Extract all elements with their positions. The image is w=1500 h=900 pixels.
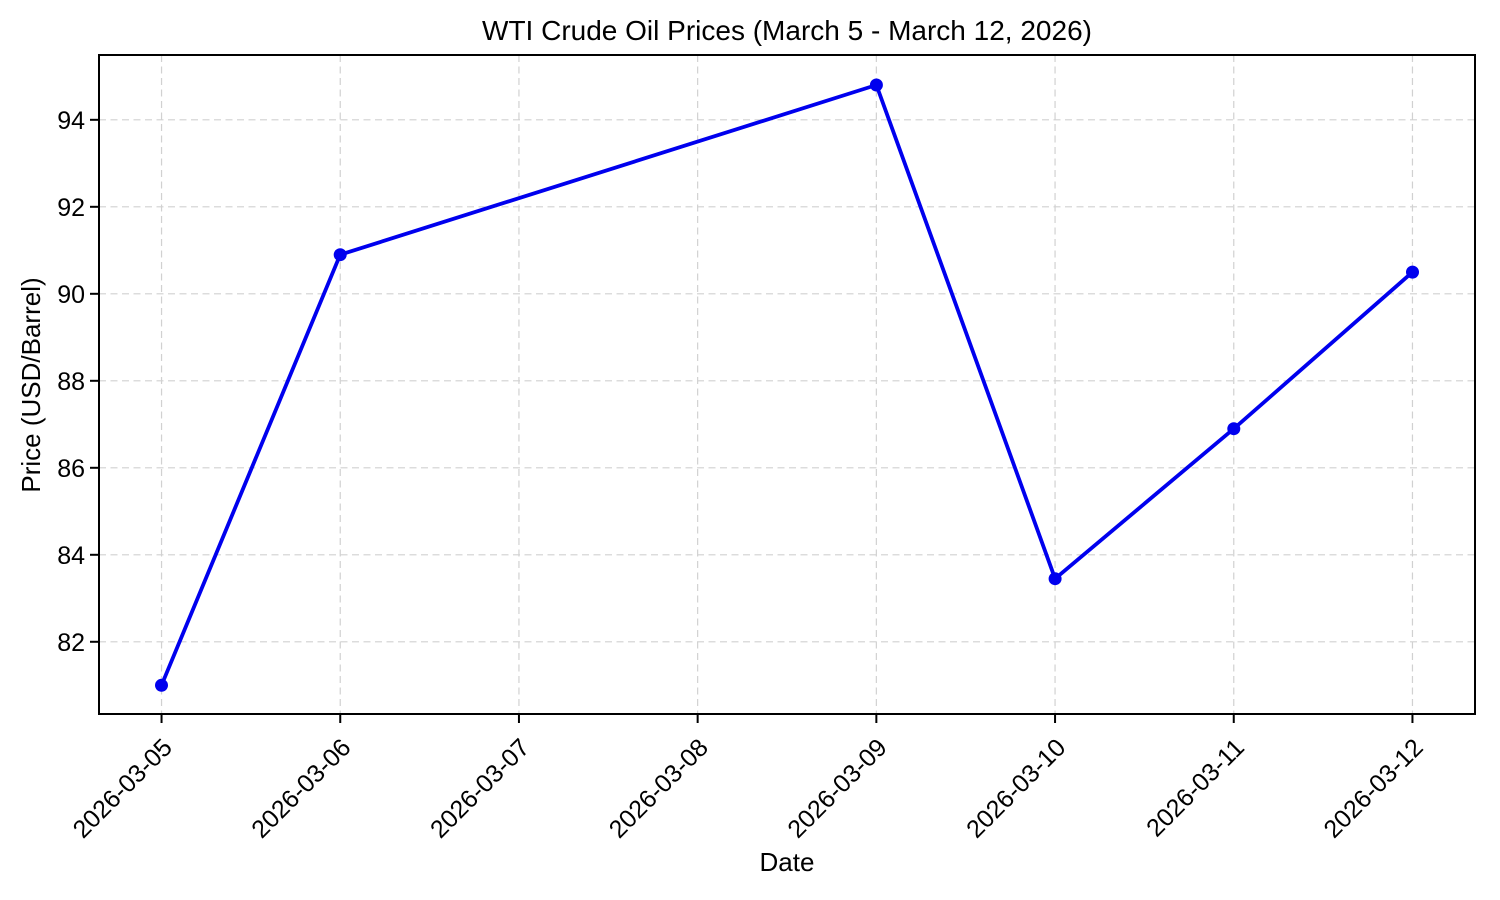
y-tick-label: 84 — [57, 542, 85, 570]
y-tick-label: 86 — [57, 455, 85, 483]
x-tick-label: 2026-03-11 — [1141, 733, 1250, 842]
data-point-marker — [155, 678, 168, 692]
x-tick-label: 2026-03-07 — [425, 733, 535, 843]
chart-title: WTI Crude Oil Prices (March 5 - March 12… — [482, 15, 1092, 46]
axis-layer: 2026-03-05 2026-03-06 2026-03-07 2026-03-08… — [57, 54, 1476, 844]
data-point-marker — [869, 78, 883, 92]
data-point-marker — [333, 248, 347, 262]
plot-border — [98, 54, 1476, 715]
x-tick-label: 2026-03-08 — [604, 733, 714, 843]
x-tick-label: 2026-03-12 — [1318, 733, 1428, 843]
x-tick-label: 2026-03-09 — [782, 733, 892, 843]
y-tick-label: 82 — [57, 629, 85, 657]
data-point-marker — [1227, 422, 1241, 436]
data-point-marker — [1048, 572, 1062, 586]
y-tick-label: 88 — [57, 368, 85, 396]
y-tick-label: 92 — [57, 194, 85, 222]
grid-layer — [99, 55, 1475, 714]
x-axis-label: Date — [760, 847, 815, 877]
y-tick-label: 94 — [57, 107, 85, 135]
y-tick-label: 90 — [57, 281, 85, 309]
price-line — [159, 83, 1415, 688]
x-tick-label: 2026-03-06 — [246, 733, 356, 843]
x-tick-label: 2026-03-10 — [961, 733, 1071, 843]
data-series-layer — [155, 78, 1419, 692]
x-tick-label: 2026-03-05 — [68, 733, 178, 843]
data-point-marker — [1406, 265, 1419, 279]
y-axis-label: Price (USD/Barrel) — [16, 277, 46, 492]
